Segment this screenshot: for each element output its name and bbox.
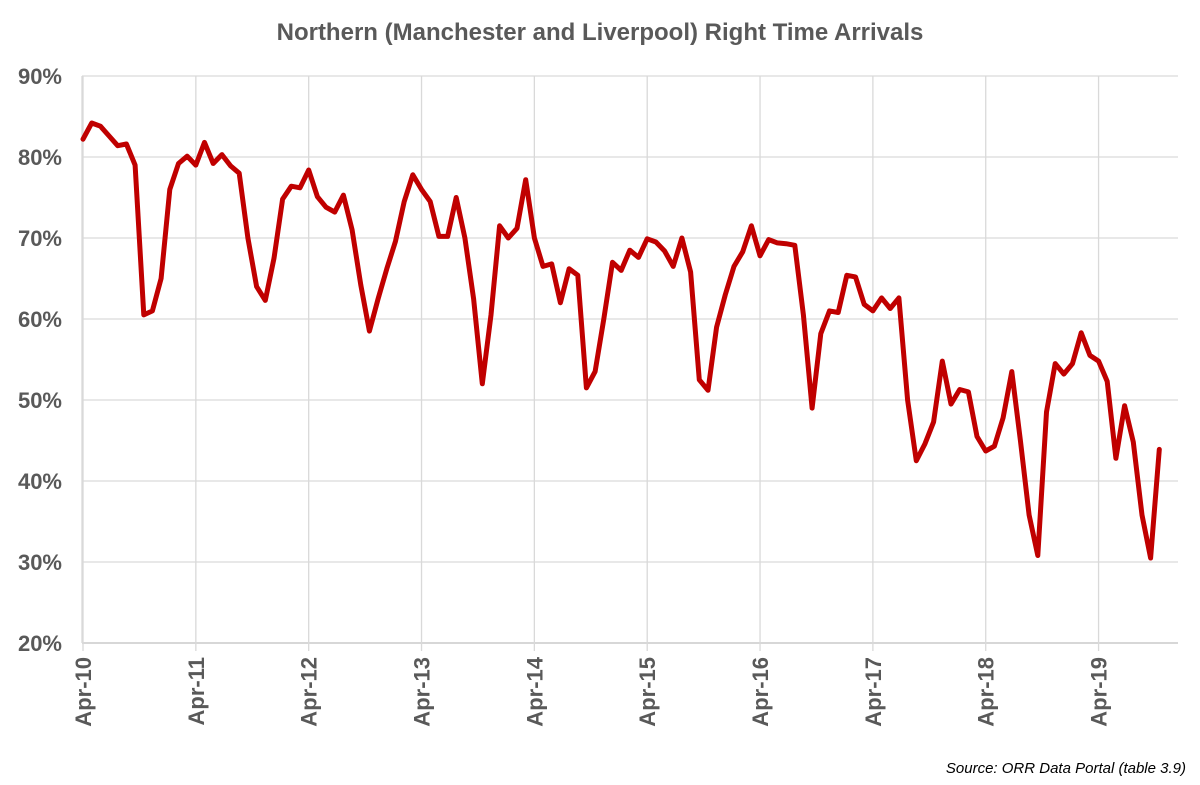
x-tick-label: Apr-18 <box>974 657 999 727</box>
series-line <box>80 120 1162 561</box>
y-tick-label: 60% <box>18 307 62 332</box>
y-tick-label: 50% <box>18 388 62 413</box>
x-tick-label: Apr-16 <box>748 657 773 727</box>
y-tick-label: 70% <box>18 226 62 251</box>
x-tick-label: Apr-19 <box>1087 657 1112 727</box>
x-tick-label: Apr-14 <box>522 656 547 726</box>
x-tick-label: Apr-11 <box>184 657 209 725</box>
series-layer <box>80 120 1162 561</box>
x-axis-ticks: Apr-10 Apr-11 Apr-12 Apr-13 Apr-14 Apr-15 Apr-… <box>71 656 1112 726</box>
y-tick-label: 90% <box>18 64 62 89</box>
y-tick-label: 20% <box>18 631 62 656</box>
chart-title: Northern (Manchester and Liverpool) Righ… <box>277 19 924 46</box>
y-tick-label: 40% <box>18 469 62 494</box>
y-tick-label: 80% <box>18 145 62 170</box>
x-tick-label: Apr-13 <box>410 657 435 727</box>
x-tick-label: Apr-15 <box>635 657 660 727</box>
x-tick-label: Apr-12 <box>297 657 322 727</box>
x-tick-label: Apr-10 <box>71 657 96 727</box>
grid <box>81 75 1178 651</box>
y-tick-label: 30% <box>18 550 62 575</box>
y-axis-ticks: 20% 30% 40% 50% 60% 70% 80% 90% <box>18 64 62 656</box>
x-tick-label: Apr-17 <box>861 657 886 727</box>
source-note: Source: ORR Data Portal (table 3.9) <box>946 760 1186 777</box>
